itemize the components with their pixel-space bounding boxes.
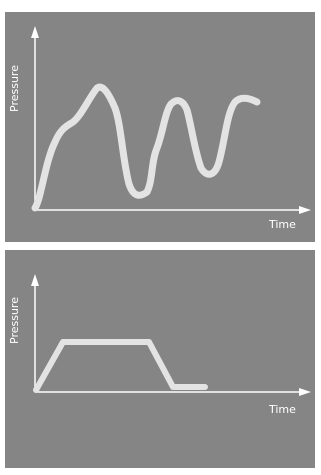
x-axis-label: Time	[269, 218, 296, 231]
pressure-curve-wave	[31, 83, 261, 212]
pressure-time-diagram-bottom	[31, 274, 311, 396]
pressure-time-diagram-top	[31, 26, 311, 214]
y-axis-label: Pressure	[8, 65, 21, 112]
pressure-time-panel-top: Pressure Time	[5, 12, 315, 242]
pressure-time-panel-bottom: Pressure Time	[5, 250, 315, 468]
y-axis-label: Pressure	[8, 297, 21, 344]
x-axis-arrow	[299, 206, 311, 214]
y-axis-arrow	[31, 26, 39, 38]
pressure-curve-pulse	[33, 339, 208, 393]
x-axis-arrow	[299, 388, 311, 396]
x-axis-label: Time	[269, 403, 296, 416]
y-axis-arrow	[31, 274, 39, 286]
